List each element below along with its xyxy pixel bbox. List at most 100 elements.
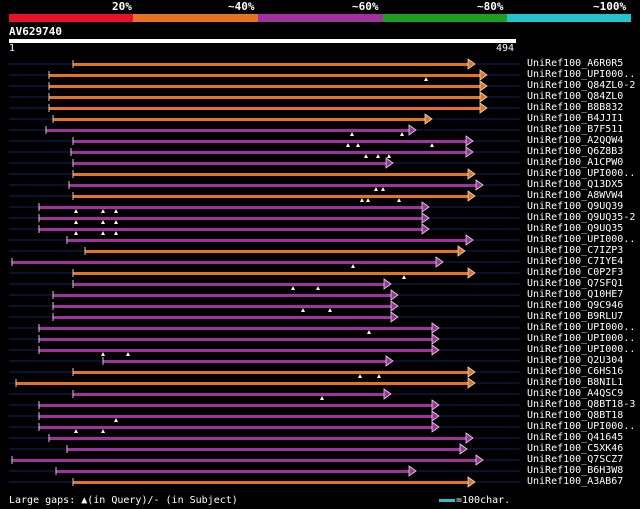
hit-label[interactable]: UniRef100_Q13DX5 xyxy=(527,179,624,190)
hit-label[interactable]: UniRef100_A3AB67 xyxy=(527,476,624,487)
hit-end-arrow xyxy=(431,322,440,334)
hit-label[interactable]: UniRef100_UPI000.. xyxy=(527,69,636,80)
hit-label[interactable]: UniRef100_Q10HE7 xyxy=(527,289,624,300)
hit-end-arrow xyxy=(424,113,433,125)
query-end-position: 494 xyxy=(496,43,515,54)
hit-alignment-bar[interactable] xyxy=(53,316,392,319)
hit-label[interactable]: UniRef100_UPI000.. xyxy=(527,322,636,333)
hit-alignment-bar[interactable] xyxy=(73,283,385,286)
hit-alignment-bar[interactable] xyxy=(39,327,433,330)
hit-alignment-bar[interactable] xyxy=(49,85,481,88)
hit-end-arrow xyxy=(385,355,394,367)
query-gap-marker xyxy=(400,132,404,136)
hit-label[interactable]: UniRef100_Q8BT18 xyxy=(527,410,624,421)
hit-alignment-bar[interactable] xyxy=(16,382,469,385)
query-gap-marker xyxy=(397,198,401,202)
hit-label[interactable]: UniRef100_B6H3W8 xyxy=(527,465,624,476)
hit-label[interactable]: UniRef100_Q7SFQ1 xyxy=(527,278,624,289)
hit-end-arrow xyxy=(479,80,488,92)
hit-label[interactable]: UniRef100_Q84ZL0-2 xyxy=(527,80,636,91)
hit-label[interactable]: UniRef100_C7IYE4 xyxy=(527,256,624,267)
hit-alignment-bar[interactable] xyxy=(39,228,423,231)
hit-label[interactable]: UniRef100_Q7SCZ7 xyxy=(527,454,624,465)
hit-alignment-bar[interactable] xyxy=(73,63,469,66)
hit-alignment-bar[interactable] xyxy=(73,371,469,374)
hit-label[interactable]: UniRef100_UPI000.. xyxy=(527,168,636,179)
hit-alignment-bar[interactable] xyxy=(73,272,469,275)
hit-label[interactable]: UniRef100_A1CPW0 xyxy=(527,157,624,168)
hit-label[interactable]: UniRef100_Q9UQ35-2 xyxy=(527,212,636,223)
query-gap-marker xyxy=(402,275,406,279)
hit-label[interactable]: UniRef100_B7F511 xyxy=(527,124,624,135)
identity-label: ~60% xyxy=(352,0,379,13)
hit-end-arrow xyxy=(457,245,466,257)
query-sequence-bar xyxy=(9,39,516,43)
hit-label[interactable]: UniRef100_Q6Z8B3 xyxy=(527,146,624,157)
hit-alignment-bar[interactable] xyxy=(103,360,387,363)
hit-alignment-bar[interactable] xyxy=(39,206,423,209)
hit-label[interactable]: UniRef100_Q9UQ35 xyxy=(527,223,624,234)
hit-alignment-bar[interactable] xyxy=(67,448,461,451)
hit-alignment-bar[interactable] xyxy=(49,437,467,440)
query-gap-marker xyxy=(74,220,78,224)
identity-color-segment xyxy=(507,14,631,22)
query-gap-marker xyxy=(346,143,350,147)
hit-end-arrow xyxy=(467,58,476,70)
hit-alignment-bar[interactable] xyxy=(12,261,437,264)
query-gap-marker xyxy=(114,231,118,235)
hit-end-arrow xyxy=(467,190,476,202)
query-gap-marker xyxy=(351,264,355,268)
hit-label[interactable]: UniRef100_B4JJI1 xyxy=(527,113,624,124)
hit-alignment-bar[interactable] xyxy=(56,470,410,473)
hit-label[interactable]: UniRef100_B8B832 xyxy=(527,102,624,113)
hit-alignment-bar[interactable] xyxy=(49,96,481,99)
hit-alignment-bar[interactable] xyxy=(73,140,467,143)
hit-label[interactable]: UniRef100_A8WVW4 xyxy=(527,190,624,201)
hit-label[interactable]: UniRef100_UPI000.. xyxy=(527,344,636,355)
hit-label[interactable]: UniRef100_C6HS16 xyxy=(527,366,624,377)
query-gap-marker xyxy=(328,308,332,312)
hit-label[interactable]: UniRef100_C0P2F3 xyxy=(527,267,624,278)
hit-alignment-bar[interactable] xyxy=(39,426,433,429)
hit-alignment-bar[interactable] xyxy=(85,250,459,253)
hit-end-arrow xyxy=(465,135,474,147)
hit-label[interactable]: UniRef100_A4QSC9 xyxy=(527,388,624,399)
hit-label[interactable]: UniRef100_Q9C946 xyxy=(527,300,624,311)
hit-label[interactable]: UniRef100_UPI000.. xyxy=(527,333,636,344)
hit-label[interactable]: UniRef100_B9RLU7 xyxy=(527,311,624,322)
hit-alignment-bar[interactable] xyxy=(73,162,387,165)
hit-label[interactable]: UniRef100_Q41645 xyxy=(527,432,624,443)
hit-alignment-bar[interactable] xyxy=(73,481,469,484)
hit-alignment-bar[interactable] xyxy=(39,404,433,407)
hit-alignment-bar[interactable] xyxy=(71,151,467,154)
hit-alignment-bar[interactable] xyxy=(49,107,481,110)
hit-label[interactable]: UniRef100_C5XK46 xyxy=(527,443,624,454)
hit-alignment-bar[interactable] xyxy=(46,129,410,132)
hit-alignment-bar[interactable] xyxy=(39,349,433,352)
hit-label[interactable]: UniRef100_A6R0R5 xyxy=(527,58,624,69)
hit-label[interactable]: UniRef100_Q9UQ39 xyxy=(527,201,624,212)
hit-label[interactable]: UniRef100_Q84ZL0 xyxy=(527,91,624,102)
hit-label[interactable]: UniRef100_A2QQW4 xyxy=(527,135,624,146)
hit-alignment-bar[interactable] xyxy=(73,195,469,198)
hit-alignment-bar[interactable] xyxy=(39,338,433,341)
hit-alignment-bar[interactable] xyxy=(73,173,469,176)
hit-alignment-bar[interactable] xyxy=(12,459,477,462)
hit-alignment-bar[interactable] xyxy=(69,184,477,187)
hit-alignment-bar[interactable] xyxy=(53,118,426,121)
hit-alignment-bar[interactable] xyxy=(39,217,423,220)
hit-alignment-bar[interactable] xyxy=(39,415,433,418)
hit-label[interactable]: UniRef100_UPI000.. xyxy=(527,234,636,245)
hit-alignment-bar[interactable] xyxy=(49,74,481,77)
hit-alignment-bar[interactable] xyxy=(73,393,385,396)
hit-label[interactable]: UniRef100_Q2U304 xyxy=(527,355,624,366)
hit-alignment-bar[interactable] xyxy=(53,294,392,297)
hit-label[interactable]: UniRef100_B8NIL1 xyxy=(527,377,624,388)
hit-end-arrow xyxy=(408,124,417,136)
query-gap-marker xyxy=(356,143,360,147)
hit-label[interactable]: UniRef100_Q8BT18-3 xyxy=(527,399,636,410)
hit-alignment-bar[interactable] xyxy=(67,239,467,242)
hit-alignment-bar[interactable] xyxy=(53,305,392,308)
hit-label[interactable]: UniRef100_C7IZP3 xyxy=(527,245,624,256)
hit-label[interactable]: UniRef100_UPI000.. xyxy=(527,421,636,432)
